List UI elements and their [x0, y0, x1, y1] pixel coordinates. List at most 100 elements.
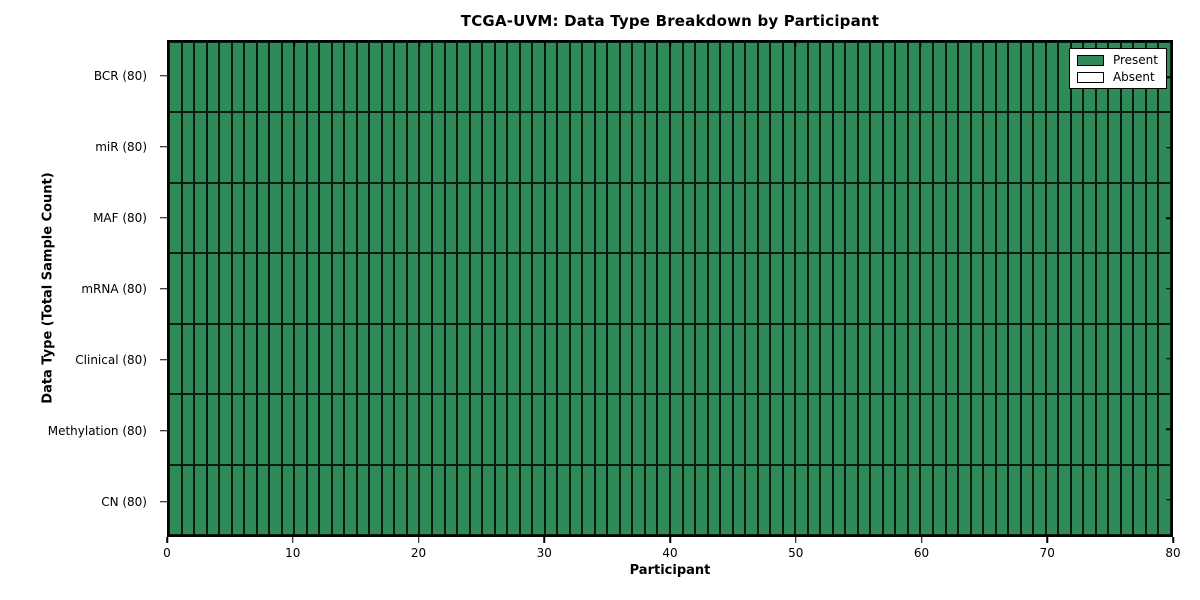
heatmap-cell [406, 182, 420, 254]
right-tick-mark [1166, 358, 1171, 360]
x-tick-label: 50 [788, 546, 804, 560]
heatmap-cell [682, 253, 696, 324]
heatmap-cell [757, 394, 771, 465]
heatmap-cell [306, 182, 320, 254]
heatmap-cell [494, 42, 508, 113]
heatmap-cell [594, 323, 608, 395]
heatmap-cell [181, 253, 195, 324]
heatmap-cell [432, 112, 445, 183]
heatmap-cell [181, 182, 195, 254]
heatmap-cell [256, 182, 270, 254]
heatmap-cell [1020, 464, 1034, 535]
heatmap-cell [256, 112, 270, 183]
chart-title: TCGA-UVM: Data Type Breakdown by Partici… [460, 12, 880, 30]
heatmap-cell [795, 112, 808, 183]
heatmap-cell [770, 464, 783, 535]
heatmap-cell [745, 42, 758, 113]
heatmap-cell [169, 464, 182, 535]
heatmap-cell [1033, 253, 1046, 324]
top-tick-mark [794, 42, 796, 47]
heatmap-cell [582, 42, 595, 113]
heatmap-cell [457, 253, 470, 324]
x-tick-mark [795, 537, 797, 543]
heatmap-cell [594, 394, 608, 465]
heatmap-cell [795, 182, 808, 254]
heatmap-cell [757, 253, 771, 324]
heatmap-cell [507, 253, 520, 324]
heatmap-cell [807, 323, 821, 395]
heatmap-cell [369, 112, 382, 183]
heatmap-cell [1070, 112, 1084, 183]
heatmap-cell [632, 464, 645, 535]
heatmap-cell [907, 42, 921, 113]
heatmap-cell [319, 394, 332, 465]
heatmap-cell [344, 464, 357, 535]
heatmap-cell [920, 42, 934, 113]
heatmap-cell [1058, 182, 1071, 254]
heatmap-cell [770, 182, 783, 254]
heatmap-cell [1008, 42, 1021, 113]
heatmap-cell [1008, 394, 1021, 465]
right-tick-mark [1166, 428, 1171, 431]
heatmap-cell [1070, 253, 1084, 324]
heatmap-cell [644, 464, 658, 535]
heatmap-cell [432, 253, 445, 324]
heatmap-cell [494, 323, 508, 395]
heatmap-cell [1083, 112, 1096, 183]
heatmap-cell [381, 323, 395, 395]
heatmap-cell [344, 182, 357, 254]
heatmap-cell [219, 42, 232, 113]
heatmap-cell [983, 182, 996, 254]
heatmap-cell [219, 182, 232, 254]
heatmap-cell [244, 323, 257, 395]
heatmap-cell [807, 112, 821, 183]
heatmap-cell [569, 394, 583, 465]
heatmap-cell [945, 253, 959, 324]
x-tick-mark [543, 537, 545, 543]
heatmap-cell [657, 253, 670, 324]
x-axis-tick-marks [166, 537, 1174, 544]
heatmap-cell [419, 42, 433, 113]
heatmap-cell [519, 394, 533, 465]
heatmap-cell [770, 253, 783, 324]
heatmap-cell [244, 182, 257, 254]
heatmap-cell [544, 42, 558, 113]
heatmap-cell [369, 42, 382, 113]
heatmap-cell [895, 394, 908, 465]
x-tick-mark [166, 537, 168, 543]
heatmap-cell [569, 182, 583, 254]
legend-entry-present: Present [1076, 54, 1158, 66]
heatmap-cell [457, 42, 470, 113]
heatmap-cell [1020, 42, 1034, 113]
heatmap-cell [482, 42, 495, 113]
heatmap-cell [795, 394, 808, 465]
heatmap-cell [1108, 323, 1121, 395]
heatmap-cell [406, 253, 420, 324]
heatmap-cell [1095, 394, 1109, 465]
x-tick-label: 40 [662, 546, 678, 560]
heatmap-cell [983, 464, 996, 535]
heatmap-cell [294, 464, 307, 535]
heatmap-cell [820, 182, 833, 254]
heatmap-cell [244, 112, 257, 183]
heatmap-cell [294, 394, 307, 465]
heatmap-cell [682, 323, 696, 395]
heatmap-cell [494, 112, 508, 183]
heatmap-cell [519, 42, 533, 113]
heatmap-cell [820, 464, 833, 535]
heatmap-cell [1045, 182, 1059, 254]
heatmap-cell [695, 182, 708, 254]
heatmap-cell [782, 323, 796, 395]
heatmap-cell [194, 253, 207, 324]
heatmap-cell [1145, 253, 1159, 324]
heatmap-cell [632, 112, 645, 183]
x-axis-label: Participant [629, 563, 711, 578]
heatmap-cell [281, 182, 295, 254]
heatmap-cell [795, 42, 808, 113]
y-tick-label: CN (80) [101, 494, 147, 509]
heatmap-cell [845, 253, 858, 324]
heatmap-cell [795, 464, 808, 535]
heatmap-cell [206, 464, 220, 535]
heatmap-cell [807, 182, 821, 254]
heatmap-cell [544, 112, 558, 183]
